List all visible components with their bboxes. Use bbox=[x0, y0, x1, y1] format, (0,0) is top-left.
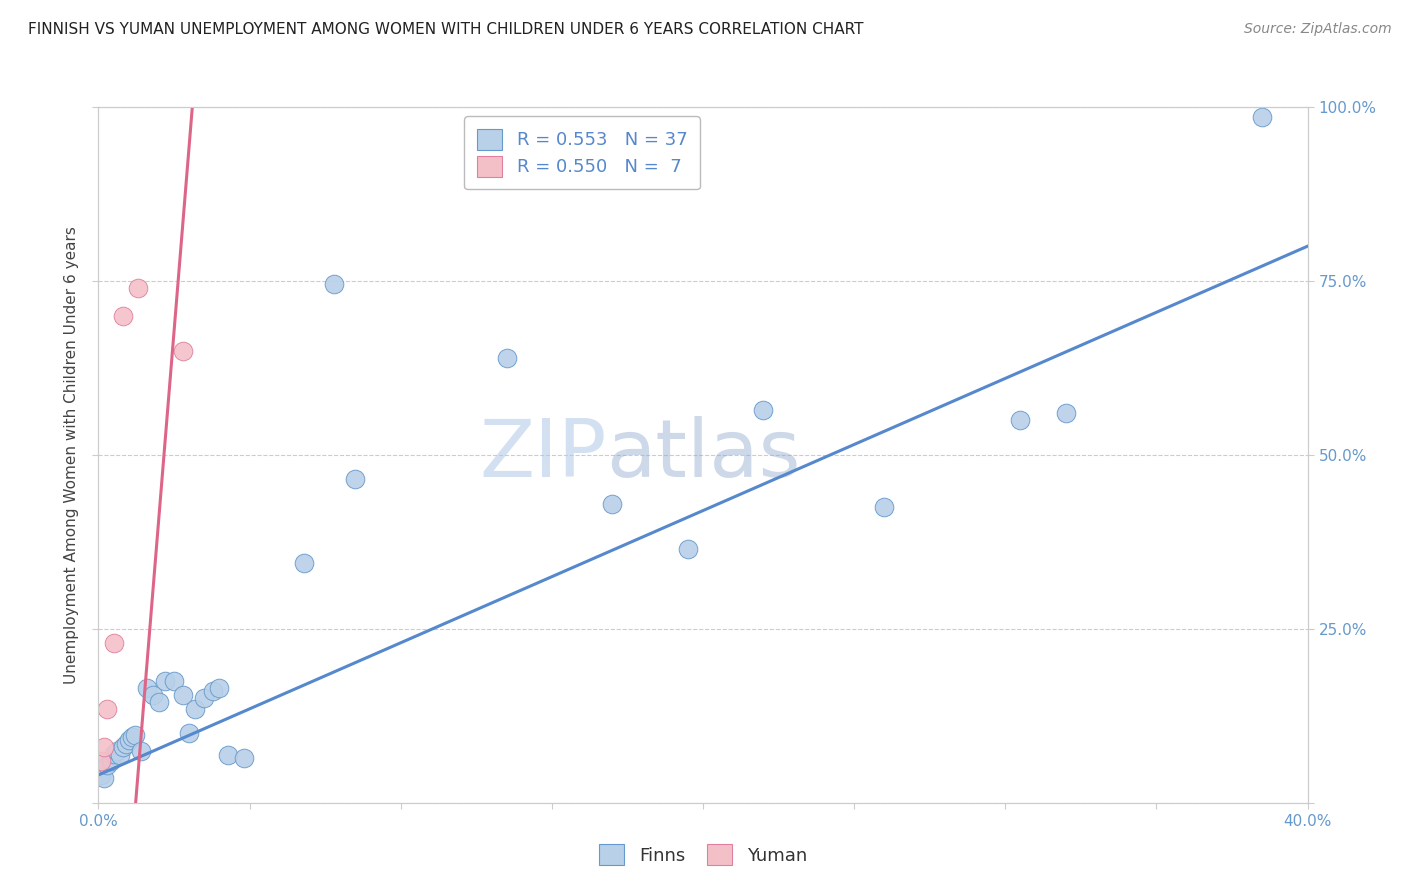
Point bbox=[114, 737, 136, 751]
Legend: Finns, Yuman: Finns, Yuman bbox=[591, 835, 815, 874]
Point bbox=[1251, 111, 1274, 125]
Point bbox=[100, 754, 122, 768]
Point bbox=[752, 402, 775, 417]
Point bbox=[129, 744, 152, 758]
Point bbox=[1054, 406, 1077, 420]
Point bbox=[93, 772, 115, 786]
Point bbox=[323, 277, 346, 292]
Text: Source: ZipAtlas.com: Source: ZipAtlas.com bbox=[1244, 22, 1392, 37]
Point bbox=[179, 726, 201, 740]
Point bbox=[118, 733, 141, 747]
Point bbox=[108, 748, 131, 763]
Point bbox=[217, 748, 239, 763]
Point bbox=[193, 691, 215, 706]
Point bbox=[202, 684, 225, 698]
Point bbox=[121, 730, 143, 744]
Point bbox=[163, 674, 186, 689]
Point bbox=[90, 768, 112, 782]
Point bbox=[148, 695, 170, 709]
Text: ZIP: ZIP bbox=[479, 416, 606, 494]
Point bbox=[873, 500, 896, 514]
Point bbox=[208, 681, 231, 695]
Point bbox=[676, 541, 699, 556]
Point bbox=[93, 740, 115, 755]
Point bbox=[292, 556, 315, 570]
Point bbox=[344, 472, 367, 486]
Point bbox=[111, 309, 134, 323]
Point bbox=[103, 636, 125, 650]
Y-axis label: Unemployment Among Women with Children Under 6 years: Unemployment Among Women with Children U… bbox=[65, 226, 79, 684]
Point bbox=[153, 674, 176, 689]
Point bbox=[232, 750, 254, 764]
Point bbox=[602, 497, 624, 511]
Legend: R = 0.553   N = 37, R = 0.550   N =  7: R = 0.553 N = 37, R = 0.550 N = 7 bbox=[464, 116, 700, 189]
Point bbox=[124, 728, 146, 742]
Point bbox=[142, 688, 165, 702]
Point bbox=[495, 351, 517, 365]
Point bbox=[184, 702, 207, 716]
Point bbox=[1010, 413, 1032, 427]
Point bbox=[172, 688, 194, 702]
Point bbox=[96, 757, 118, 772]
Text: atlas: atlas bbox=[606, 416, 800, 494]
Point bbox=[103, 747, 125, 761]
Point bbox=[111, 740, 134, 755]
Point bbox=[135, 681, 157, 695]
Text: FINNISH VS YUMAN UNEMPLOYMENT AMONG WOMEN WITH CHILDREN UNDER 6 YEARS CORRELATIO: FINNISH VS YUMAN UNEMPLOYMENT AMONG WOME… bbox=[28, 22, 863, 37]
Point bbox=[90, 754, 112, 768]
Point bbox=[172, 343, 194, 358]
Point bbox=[127, 281, 149, 295]
Point bbox=[96, 702, 118, 716]
Point bbox=[105, 744, 128, 758]
